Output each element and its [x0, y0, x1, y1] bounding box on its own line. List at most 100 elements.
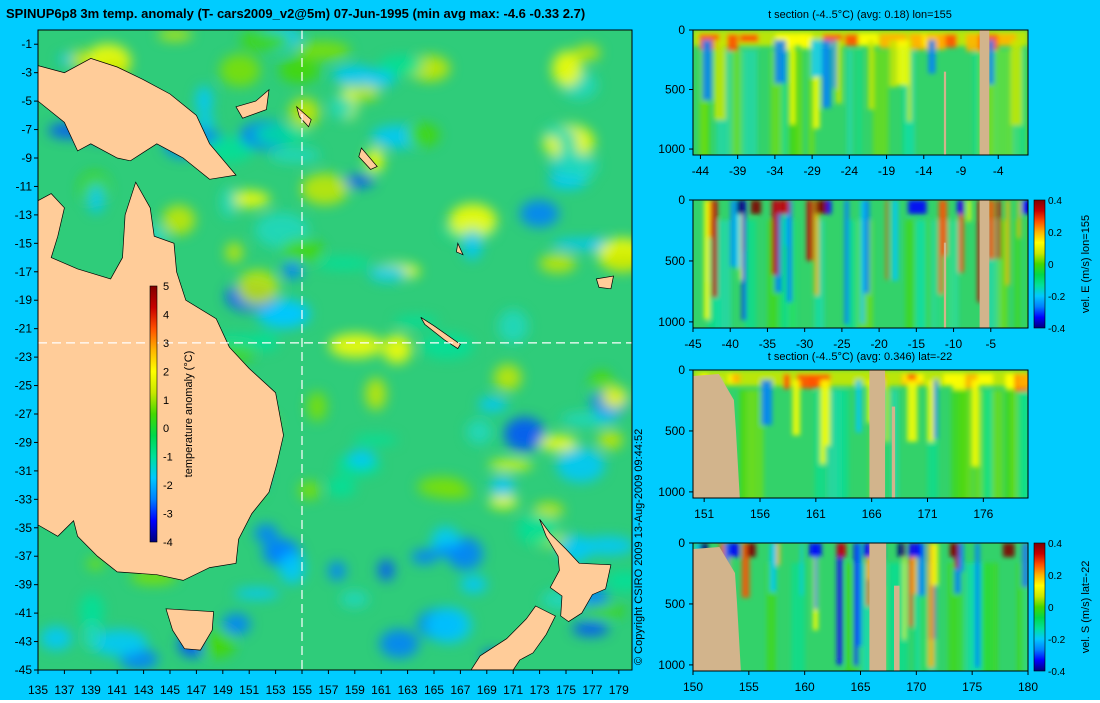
- eddy: [580, 536, 632, 556]
- surface-warm-patch: [909, 34, 924, 47]
- map-y-tick-label: -45: [15, 663, 33, 677]
- velocity-jet: [885, 200, 889, 280]
- surface-jet: [825, 200, 832, 214]
- section-topography: [869, 370, 886, 498]
- map-y-tick-label: -15: [15, 236, 33, 250]
- section-x-tick-label: -19: [878, 164, 896, 178]
- section-x-tick-label: -30: [796, 337, 814, 351]
- section-column: [739, 390, 746, 498]
- section-anomaly-column: [889, 40, 897, 88]
- velocity-jet: [958, 543, 964, 572]
- section-x-tick-label: -20: [870, 337, 888, 351]
- eddy: [602, 386, 628, 409]
- section-anomaly-column: [907, 380, 918, 442]
- map-y-tick-label: -5: [21, 94, 32, 108]
- eddy: [425, 607, 472, 644]
- section-anomaly-column: [855, 380, 862, 433]
- section-topography: [979, 30, 990, 155]
- map-x-tick-label: 145: [160, 683, 180, 697]
- eddy: [466, 419, 493, 445]
- section-anomaly-column: [835, 40, 842, 104]
- eddy: [379, 629, 419, 659]
- map-x-tick-label: 173: [530, 683, 550, 697]
- section-column: [740, 50, 758, 155]
- map-x-tick-label: 139: [81, 683, 101, 697]
- map-colorbar-label: temperature anomaly (°C): [183, 351, 195, 478]
- map-colorbar-tick-label: 3: [163, 338, 169, 350]
- section-x-tick-label: -44: [692, 164, 710, 178]
- section-column: [766, 563, 776, 671]
- section-column: [981, 563, 998, 671]
- surface-jet: [809, 543, 822, 557]
- velocity-jet: [806, 200, 814, 261]
- velocity-jet: [742, 200, 746, 321]
- surface-jet: [1022, 200, 1028, 214]
- map-y-tick-label: -37: [15, 549, 33, 563]
- section-column: [947, 220, 959, 328]
- map-x-tick-label: 143: [134, 683, 154, 697]
- eddy: [316, 256, 371, 271]
- eddy: [220, 187, 237, 218]
- map-x-tick-label: 177: [582, 683, 602, 697]
- section-column: [814, 390, 826, 498]
- eddy: [544, 125, 568, 139]
- land-bougainville: [296, 105, 312, 128]
- eddy: [340, 590, 369, 608]
- eddy: [378, 559, 395, 581]
- map-y-tick-label: -1: [21, 37, 32, 51]
- section-x-tick-label: -24: [841, 164, 859, 178]
- velocity-jet: [814, 543, 818, 610]
- surface-jet: [1002, 543, 1015, 557]
- section-colorbar-label: vel. E (m/s) lon=155: [1080, 215, 1092, 313]
- section-column: [914, 563, 919, 671]
- surface-jet: [908, 200, 918, 214]
- velocity-jet: [1017, 200, 1021, 238]
- section-colorbar: [1033, 542, 1046, 672]
- section-topography: [943, 242, 947, 328]
- surface-jet: [916, 200, 927, 214]
- surface-warm-patch: [783, 374, 791, 390]
- eddy: [460, 575, 487, 594]
- map-colorbar: [149, 285, 158, 543]
- eddy: [369, 265, 408, 282]
- surface-warm-patch: [974, 374, 994, 385]
- land-new-caledonia: [420, 317, 461, 350]
- eddy: [332, 65, 377, 86]
- map-x-tick-label: 155: [292, 683, 312, 697]
- section-x-tick-label: 176: [973, 507, 993, 521]
- section-colorbar-tick-label: 0.4: [1048, 539, 1062, 550]
- eddy: [79, 593, 104, 629]
- eddy: [301, 173, 349, 205]
- land-fiji: [595, 275, 614, 290]
- section-colorbar-tick-label: 0.2: [1048, 571, 1062, 582]
- section-x-tick-label: -9: [956, 164, 967, 178]
- section-anomaly-column: [789, 40, 796, 125]
- eddy: [574, 44, 601, 61]
- map-colorbar-tick-label: 2: [163, 366, 169, 378]
- section-x-tick-label: 150: [683, 680, 703, 694]
- section-frame: [692, 199, 1029, 329]
- map-y-tick-label: -17: [15, 265, 33, 279]
- section-anomaly-column: [824, 380, 831, 446]
- section-frame: [692, 29, 1029, 156]
- section-y-tick-label: 500: [665, 424, 685, 438]
- section-anomaly-column: [971, 380, 980, 467]
- section-anomaly-column: [774, 40, 787, 84]
- velocity-jet: [930, 543, 939, 586]
- surface-warm-patch: [943, 374, 955, 385]
- section-y-tick-label: 1000: [658, 315, 685, 329]
- section-x-tick-label: 175: [962, 680, 982, 694]
- section-y-tick-label: 0: [678, 193, 685, 207]
- velocity-jet: [734, 200, 741, 269]
- velocity-jet: [836, 543, 843, 665]
- surface-warm-patch: [906, 374, 917, 384]
- eddy: [254, 124, 309, 145]
- velocity-jet: [776, 543, 781, 566]
- velocity-jet: [769, 543, 777, 592]
- t-section-lon155: -44 -39 -34 -29 -24 -19 -14 -9 -4 0 500 1000: [658, 23, 1029, 178]
- velocity-jet: [708, 200, 713, 238]
- section-x-tick-label: -4: [993, 164, 1004, 178]
- land-new-zealand-north: [539, 518, 612, 623]
- velocity-jet: [785, 200, 788, 246]
- section-column: [1014, 220, 1021, 328]
